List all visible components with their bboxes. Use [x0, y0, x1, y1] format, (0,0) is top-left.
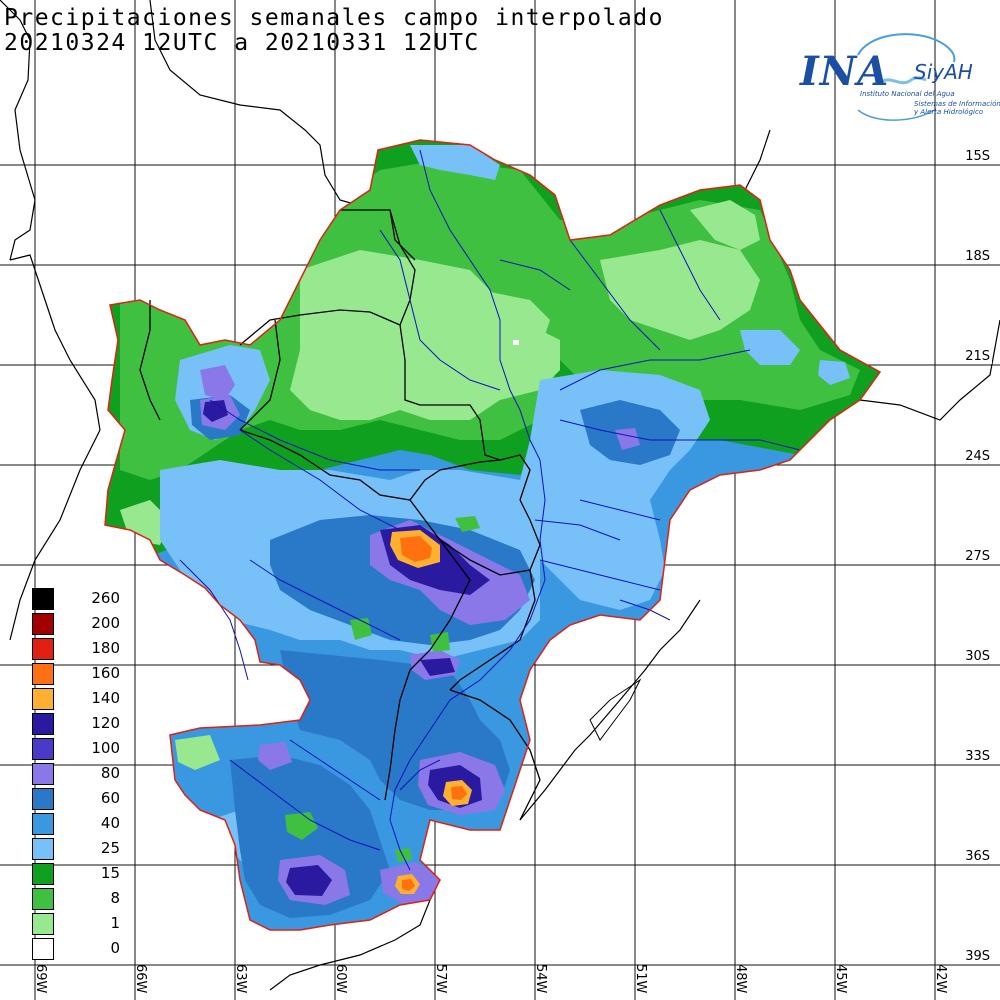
rivers: [179, 149, 801, 871]
legend-row: 60: [30, 786, 120, 811]
map-title: Precipitaciones semanales campo interpol…: [4, 5, 664, 31]
logo-swoosh-icon: [857, 33, 956, 121]
legend-swatch: [32, 663, 54, 685]
legend-value: 160: [91, 664, 120, 682]
precipitation-legend: 260 200 180 160 140 120 100 80 60 40 25 …: [30, 586, 120, 961]
map-date-range: 20210324 12UTC a 20210331 12UTC: [4, 30, 480, 56]
legend-swatch: [32, 638, 54, 660]
legend-swatch: [32, 838, 54, 860]
lat-label-39s: 39S: [963, 949, 992, 964]
logo-ina-text: INA: [800, 48, 890, 95]
legend-row: 140: [30, 686, 120, 711]
legend-value: 180: [91, 639, 120, 657]
ina-siyah-logo: INA SiyAH Instituto Nacional del Agua Si…: [796, 30, 1000, 130]
legend-row: 200: [30, 611, 120, 636]
legend-value: 1: [110, 914, 120, 932]
legend-value: 15: [100, 864, 120, 882]
lon-label-60w: 60W: [333, 964, 348, 994]
legend-row: 180: [30, 636, 120, 661]
legend-value: 60: [100, 789, 120, 807]
legend-row: 40: [30, 811, 120, 836]
legend-row: 0: [30, 936, 120, 961]
lon-label-57w: 57W: [433, 964, 448, 994]
legend-swatch: [32, 613, 54, 635]
legend-swatch: [32, 813, 54, 835]
legend-swatch: [32, 913, 54, 935]
legend-row: 120: [30, 711, 120, 736]
legend-row: 25: [30, 836, 120, 861]
logo-subtitle-2: Sistemas de Información y Alerta Hidroló…: [914, 100, 1000, 116]
legend-row: 8: [30, 886, 120, 911]
legend-value: 40: [100, 814, 120, 832]
lat-label-15s: 15S: [963, 149, 992, 164]
legend-row: 260: [30, 586, 120, 611]
lon-label-66w: 66W: [133, 964, 148, 994]
legend-swatch: [32, 588, 54, 610]
legend-swatch: [32, 863, 54, 885]
lat-label-30s: 30S: [963, 649, 992, 664]
lat-label-27s: 27S: [963, 549, 992, 564]
lon-label-48w: 48W: [733, 964, 748, 994]
station-marker: [513, 340, 519, 345]
legend-swatch: [32, 738, 54, 760]
lon-label-63w: 63W: [233, 964, 248, 994]
lon-label-45w: 45W: [833, 964, 848, 994]
legend-value: 260: [91, 589, 120, 607]
lon-label-69w: 69W: [33, 964, 48, 994]
logo-subtitle: Instituto Nacional del Agua: [860, 90, 955, 98]
legend-value: 120: [91, 714, 120, 732]
legend-swatch: [32, 888, 54, 910]
legend-value: 200: [91, 614, 120, 632]
legend-value: 80: [100, 764, 120, 782]
legend-value: 8: [110, 889, 120, 907]
legend-row: 1: [30, 911, 120, 936]
legend-swatch: [32, 938, 54, 960]
legend-row: 160: [30, 661, 120, 686]
coast-lagoon: [589, 678, 642, 741]
lon-label-42w: 42W: [933, 964, 948, 994]
legend-swatch: [32, 688, 54, 710]
lon-label-54w: 54W: [533, 964, 548, 994]
legend-swatch: [32, 788, 54, 810]
legend-swatch: [32, 763, 54, 785]
legend-row: 80: [30, 761, 120, 786]
legend-value: 100: [91, 739, 120, 757]
lon-label-51w: 51W: [633, 964, 648, 994]
legend-row: 100: [30, 736, 120, 761]
legend-swatch: [32, 713, 54, 735]
logo-siyah-text: SiyAH: [914, 60, 973, 84]
legend-value: 140: [91, 689, 120, 707]
legend-value: 0: [110, 939, 120, 957]
internal-borders: [139, 209, 541, 821]
lat-label-36s: 36S: [963, 849, 992, 864]
lat-label-24s: 24S: [963, 449, 992, 464]
legend-row: 15: [30, 861, 120, 886]
logo-subtitle-2a: Sistemas de Información: [914, 100, 1000, 108]
lat-label-21s: 21S: [963, 349, 992, 364]
lat-label-18s: 18S: [963, 249, 992, 264]
legend-value: 25: [100, 839, 120, 857]
lat-label-33s: 33S: [963, 749, 992, 764]
logo-subtitle-2b: y Alerta Hidrológico: [914, 108, 984, 116]
